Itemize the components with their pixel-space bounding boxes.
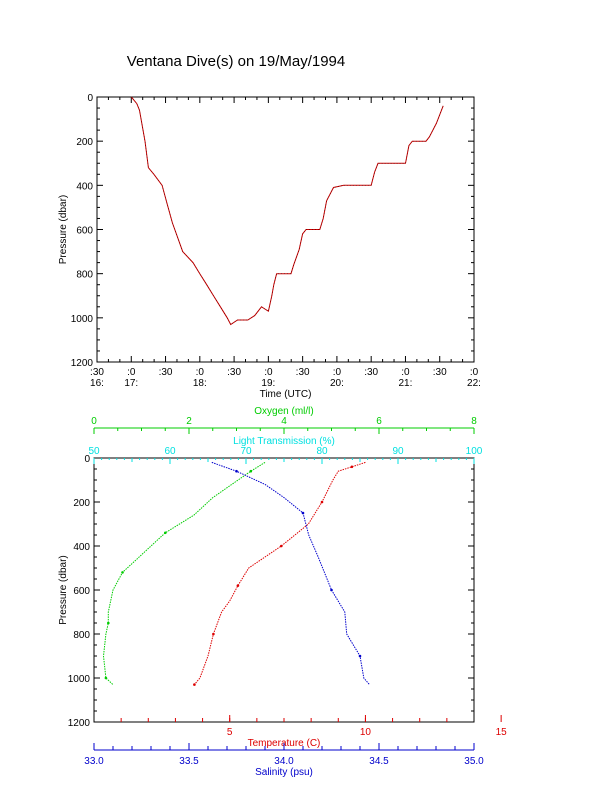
x-axis-label: Time (UTC) [260, 389, 312, 400]
y-axis-label: Pressure (dbar) [58, 555, 69, 624]
x-tick-label: :30 [433, 367, 447, 378]
oxygen-axis-label: Oxygen (ml/l) [254, 406, 313, 417]
oxygen-point [107, 621, 110, 625]
oxygen-tick-label: 6 [376, 416, 382, 427]
profile-plot: 0 200 400 600 800 1000 1200 Pressure (dbar) 0 2 4 6… [58, 406, 507, 778]
x-tick-label-hour: 19: [261, 378, 275, 389]
y-tick-label: 200 [73, 498, 90, 509]
x-tick-label: :30 [227, 367, 241, 378]
oxygen-tick-label: 4 [281, 416, 287, 427]
temperature-point [320, 500, 324, 504]
x-tick-label-hour: 22: [467, 378, 481, 389]
x-tick-label: :30 [296, 367, 310, 378]
transmission-tick-label: 100 [466, 446, 483, 457]
y-tick-label: 1200 [68, 718, 91, 729]
chart-title: Ventana Dive(s) on 19/May/1994 [127, 53, 345, 70]
temperature-profile [194, 461, 366, 685]
plot-frame [96, 96, 475, 363]
temperature-point [193, 683, 196, 686]
y-tick-label: 400 [76, 181, 93, 192]
oxygen-point [104, 676, 108, 680]
oxygen-profile [102, 461, 266, 685]
y-tick-label: 1000 [68, 674, 91, 685]
x-tick-label: :0 [470, 367, 479, 378]
y-tick-label: 0 [84, 454, 90, 465]
oxygen-tick-label: 2 [186, 416, 192, 427]
transmission-tick-label: 90 [392, 446, 404, 457]
pressure-trace-overlay [131, 96, 444, 325]
salinity-point [301, 511, 305, 515]
oxygen-tick-label: 8 [471, 416, 477, 427]
pressure-trace [130, 96, 444, 326]
transmission-tick-label: 60 [164, 446, 176, 457]
x-tick-label-hour: 21: [399, 378, 413, 389]
y-tick-label: 0 [87, 93, 93, 104]
salinity-profile [211, 461, 370, 685]
y-axis-label: Pressure (dbar) [58, 195, 69, 264]
transmission-tick-label: 80 [316, 446, 328, 457]
temperature-point [280, 544, 283, 548]
y-tick-label: 600 [73, 586, 90, 597]
x-tick-label: :0 [264, 367, 273, 378]
oxygen-point [121, 571, 124, 574]
temperature-point [212, 632, 215, 636]
y-tick-label: 200 [76, 137, 93, 148]
oxygen-point [249, 469, 253, 473]
salinity-tick-label: 34.0 [274, 756, 294, 767]
x-tick-label: :0 [401, 367, 410, 378]
salinity-tick-label: 35.0 [464, 756, 484, 767]
salinity-point [358, 654, 362, 658]
y-tick-label: 400 [73, 542, 90, 553]
salinity-point [330, 588, 333, 592]
x-tick-label: :0 [333, 367, 342, 378]
transmission-tick-label: 70 [240, 446, 252, 457]
y-tick-label: 1000 [71, 314, 94, 325]
x-tick-label-hour: 18: [193, 378, 207, 389]
y-tick-label: 800 [76, 270, 93, 281]
salinity-tick-label: 34.5 [369, 756, 389, 767]
x-tick-label-hour: 16: [90, 378, 104, 389]
x-tick-label: :30 [364, 367, 378, 378]
temperature-tick-label: 5 [227, 727, 233, 738]
y-tick-label: 1200 [71, 358, 94, 369]
temperature-point [236, 584, 240, 587]
oxygen-tick-label: 0 [91, 416, 97, 427]
y-tick-label: 800 [73, 630, 90, 641]
salinity-point [235, 469, 238, 473]
x-tick-label-hour: 20: [330, 378, 344, 389]
x-tick-label-hour: 17: [124, 378, 138, 389]
x-tick-label: :0 [127, 367, 136, 378]
x-tick-label: :30 [159, 367, 173, 378]
oxygen-point [164, 531, 167, 535]
x-tick-label: :30 [90, 367, 104, 378]
salinity-tick-label: 33.5 [179, 756, 199, 767]
temperature-tick-label: 15 [496, 727, 508, 738]
temperature-point [350, 465, 354, 469]
transmission-axis-label: Light Transmission (%) [233, 436, 335, 447]
temperature-tick-label: 10 [360, 727, 372, 738]
salinity-tick-label: 33.0 [84, 756, 104, 767]
y-tick-label: 600 [76, 226, 93, 237]
salinity-axis-label: Salinity (psu) [255, 767, 313, 778]
transmission-tick-label: 50 [88, 446, 100, 457]
x-tick-label: :0 [196, 367, 205, 378]
